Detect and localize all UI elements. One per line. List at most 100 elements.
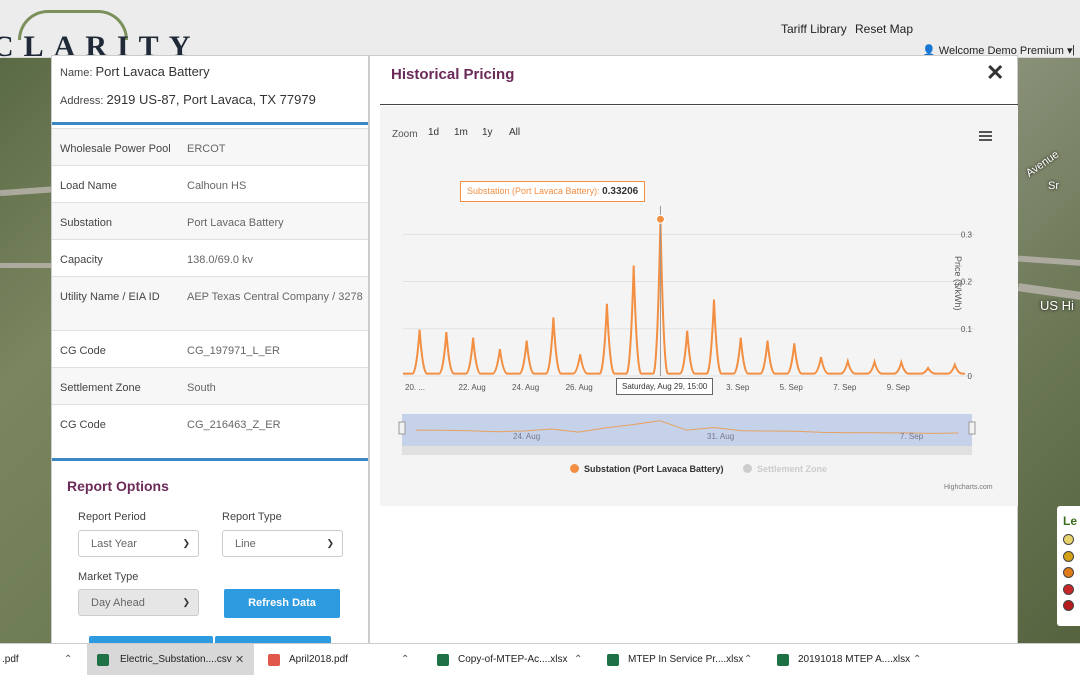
excel-file-icon bbox=[437, 654, 449, 666]
site-name-value: Port Lavaca Battery bbox=[95, 64, 210, 79]
zoom-all-button[interactable]: All bbox=[509, 127, 521, 138]
clarity-logo[interactable]: CLARITY bbox=[0, 10, 212, 63]
y-tick-label: 0.3 bbox=[961, 230, 973, 239]
map-label: Sr bbox=[1048, 180, 1059, 192]
x-tick-label: 3. Sep bbox=[726, 383, 750, 392]
market-type-value: Day Ahead bbox=[91, 597, 145, 609]
x-tick-label: 26. Aug bbox=[566, 383, 593, 392]
y-axis-title: Price ($/kWh) bbox=[953, 256, 963, 311]
hamburger-menu-icon[interactable] bbox=[979, 131, 993, 142]
excel-file-icon bbox=[607, 654, 619, 666]
zoom-1m-button[interactable]: 1m bbox=[454, 127, 468, 138]
legend-dot bbox=[1063, 600, 1074, 611]
site-name: Name: Port Lavaca Battery bbox=[60, 64, 210, 79]
report-type-value: Line bbox=[235, 538, 256, 550]
legend-label: Substation (Port Lavaca Battery) bbox=[584, 464, 724, 474]
welcome-text: Welcome Demo Premium bbox=[938, 45, 1064, 57]
tooltip-value: 0.33206 bbox=[602, 186, 639, 197]
x-axis-tooltip: Saturday, Aug 29, 15:00 bbox=[616, 378, 714, 395]
map-road bbox=[0, 263, 55, 268]
info-row: CG Code CG_197971_L_ER bbox=[52, 330, 368, 367]
navigator-series bbox=[415, 420, 959, 434]
chevron-up-icon[interactable]: ⌃ bbox=[913, 654, 922, 665]
legend-item-substation[interactable]: Substation (Port Lavaca Battery) bbox=[570, 464, 724, 474]
download-item[interactable]: Electric_Substation....csv ✕ bbox=[87, 644, 254, 675]
legend-dot bbox=[570, 464, 579, 473]
info-value: South bbox=[187, 382, 216, 394]
close-icon[interactable]: ✕ bbox=[986, 60, 1005, 85]
report-options-title: Report Options bbox=[67, 478, 169, 494]
chevron-down-icon: ❯ bbox=[182, 597, 190, 607]
report-period-select[interactable]: Last Year ❯ bbox=[78, 530, 199, 557]
download-item[interactable]: Copy-of-MTEP-Ac....xlsx ⌃ bbox=[427, 644, 594, 675]
chevron-up-icon[interactable]: ⌃ bbox=[744, 654, 753, 665]
download-item[interactable]: .pdf ⌃ bbox=[0, 644, 84, 675]
info-value: CG_216463_Z_ER bbox=[187, 419, 281, 431]
legend-item-settlement-zone[interactable]: Settlement Zone bbox=[743, 464, 827, 474]
download-item[interactable]: April2018.pdf ⌃ bbox=[258, 644, 424, 675]
download-name: Copy-of-MTEP-Ac....xlsx bbox=[458, 654, 568, 665]
divider bbox=[52, 122, 368, 125]
y-tick-label: 0.2 bbox=[961, 278, 973, 287]
price-chart[interactable]: 0 0.1 0.2 0.3 20. ... 22. Aug 24. Aug 26. Aug 2… bbox=[380, 106, 1018, 506]
navigator-handle bbox=[398, 421, 406, 435]
user-icon: 👤 bbox=[922, 45, 936, 57]
tariff-library-link[interactable]: Tariff Library bbox=[781, 22, 847, 36]
site-address: Address: 2919 US-87, Port Lavaca, TX 779… bbox=[60, 92, 316, 107]
legend-dot bbox=[1063, 534, 1074, 545]
series-line bbox=[403, 219, 965, 375]
refresh-data-button[interactable]: Refresh Data bbox=[224, 589, 340, 618]
market-type-label: Market Type bbox=[78, 571, 139, 583]
download-name: MTEP In Service Pr....xlsx bbox=[628, 654, 744, 665]
download-item[interactable]: 20191018 MTEP A....xlsx ⌃ bbox=[767, 644, 935, 675]
top-bar: CLARITY Tariff Library Reset Map 👤 Welco… bbox=[0, 0, 1080, 63]
info-row: CG Code CG_216463_Z_ER bbox=[52, 404, 368, 441]
map-road bbox=[1017, 255, 1080, 267]
site-name-label: Name: bbox=[60, 67, 93, 79]
zoom-label: Zoom bbox=[392, 129, 418, 140]
zoom-1d-button[interactable]: 1d bbox=[428, 127, 440, 138]
chevron-up-icon[interactable]: ⌃ bbox=[401, 654, 410, 665]
download-item[interactable]: MTEP In Service Pr....xlsx ⌃ bbox=[597, 644, 765, 675]
legend-dot bbox=[1063, 551, 1074, 562]
navigator-label: 24. Aug bbox=[513, 432, 540, 441]
zoom-1y-button[interactable]: 1y bbox=[482, 127, 493, 138]
info-key: Utility Name / EIA ID bbox=[60, 291, 160, 303]
chevron-down-icon: ❯ bbox=[182, 538, 190, 548]
download-name: April2018.pdf bbox=[289, 654, 348, 665]
caret-down-icon: ▾ bbox=[1066, 45, 1073, 57]
map-label: US Hi bbox=[1040, 298, 1074, 313]
navigator-label: 7. Sep bbox=[900, 432, 924, 441]
chevron-up-icon[interactable]: ⌃ bbox=[574, 654, 583, 665]
market-type-select[interactable]: Day Ahead ❯ bbox=[78, 589, 199, 616]
x-tick-label: 22. Aug bbox=[459, 383, 486, 392]
info-row: Settlement Zone South bbox=[52, 367, 368, 404]
chevron-up-icon[interactable]: ⌃ bbox=[64, 654, 73, 665]
action-button[interactable] bbox=[89, 636, 213, 644]
action-button[interactable] bbox=[215, 636, 331, 644]
info-key: Wholesale Power Pool bbox=[60, 143, 171, 155]
report-type-select[interactable]: Line ❯ bbox=[222, 530, 343, 557]
info-value: Calhoun HS bbox=[187, 180, 247, 192]
x-tick-label: 7. Sep bbox=[833, 383, 857, 392]
navigator-scrollbar bbox=[402, 446, 972, 455]
report-period-label: Report Period bbox=[78, 511, 146, 523]
highcharts-credits[interactable]: Highcharts.com bbox=[944, 484, 993, 491]
legend-dot bbox=[743, 464, 752, 473]
chevron-down-icon: ❯ bbox=[326, 538, 334, 548]
navigator-handle bbox=[968, 421, 976, 435]
close-icon[interactable]: ✕ bbox=[235, 654, 245, 666]
info-key: Capacity bbox=[60, 254, 103, 266]
reset-map-link[interactable]: Reset Map bbox=[855, 22, 914, 36]
info-key: Settlement Zone bbox=[60, 382, 141, 394]
pdf-file-icon bbox=[268, 654, 280, 666]
historical-pricing-panel: Historical Pricing ✕ Zoom 1d 1m 1y All 0… bbox=[369, 55, 1018, 645]
hover-point-marker bbox=[655, 214, 665, 224]
user-menu[interactable]: 👤 Welcome Demo Premium ▾ bbox=[922, 44, 1072, 57]
site-address-label: Address: bbox=[60, 95, 104, 107]
x-tick-label: 24. Aug bbox=[512, 383, 539, 392]
legend-dot bbox=[1063, 584, 1074, 595]
tooltip-series: Substation (Port Lavaca Battery): bbox=[467, 186, 600, 196]
x-tick-label: 5. Sep bbox=[780, 383, 804, 392]
info-value: ERCOT bbox=[187, 143, 226, 155]
